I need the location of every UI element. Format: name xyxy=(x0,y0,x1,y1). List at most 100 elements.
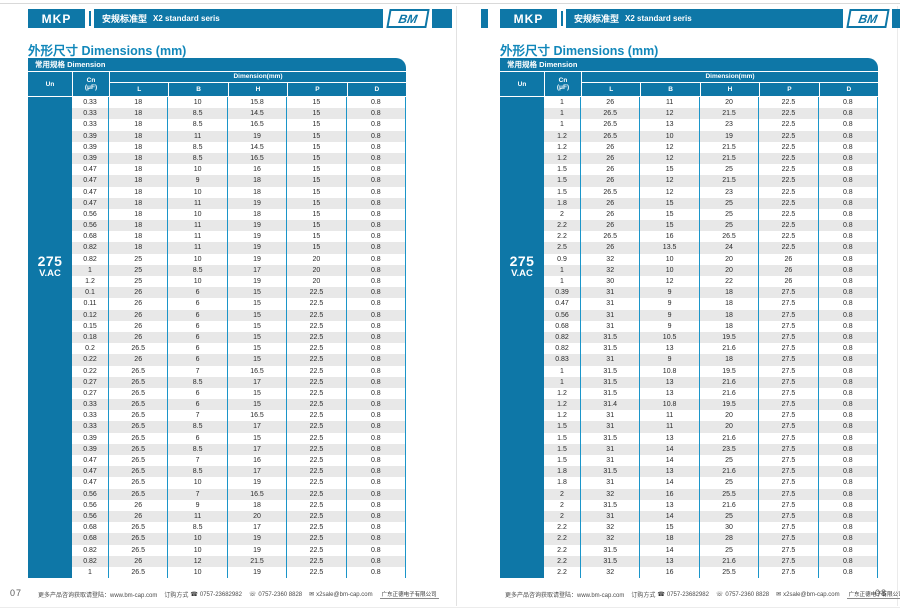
cell-cn: 0.47 xyxy=(83,479,97,487)
cell-p: 22.5 xyxy=(286,399,345,411)
series-title-bar: 安规标准型 X2 standard seris xyxy=(566,9,843,28)
cell-cn: 0.33 xyxy=(83,423,97,431)
cell-cn: 0.39 xyxy=(555,289,569,297)
cell-l: 32 xyxy=(580,533,639,545)
cell-d: 0.8 xyxy=(345,175,407,187)
table-rows: 1 26 11 20 22.5 0.8 1 26.5 12 21.5 22.5 0.8 1 26.5 13 2… xyxy=(544,97,879,579)
voltage-value: 275 xyxy=(37,253,63,269)
cell-l: 30 xyxy=(580,276,639,288)
cell-l: 31.5 xyxy=(580,376,639,388)
cell-l: 18 xyxy=(108,130,167,142)
cell-l: 26 xyxy=(108,331,167,344)
cell-h: 21.6 xyxy=(698,387,758,400)
cell-d: 0.8 xyxy=(345,242,407,254)
cell-l: 26 xyxy=(580,164,639,176)
cell-p: 15 xyxy=(286,197,345,209)
page-footer: 更多产品咨询获取请登陆：www.bm-cap.com 订购方式 ☎ 0757-2… xyxy=(38,590,439,599)
cell-p: 27.5 xyxy=(758,488,817,500)
cell-p: 26 xyxy=(758,264,817,276)
col-header-cn-unit: (μF) xyxy=(84,84,98,91)
cell-d: 0.8 xyxy=(345,399,407,411)
cell-l: 18 xyxy=(108,208,167,221)
cell-h: 23 xyxy=(698,186,758,198)
cell-p: 22.5 xyxy=(286,287,345,299)
table-row: 0.33 18 10 15.8 15 0.8 xyxy=(72,97,407,109)
cell-l: 31.5 xyxy=(580,555,639,567)
table-row: 0.39 18 8.5 16.5 15 0.8 xyxy=(72,152,407,165)
cell-p: 22.5 xyxy=(286,443,345,455)
cell-cn: 0.39 xyxy=(83,154,97,162)
cell-l: 26.5 xyxy=(580,186,639,198)
cell-h: 20 xyxy=(226,510,286,523)
cell-d: 0.8 xyxy=(817,253,879,265)
cell-h: 26.5 xyxy=(698,231,758,243)
cell-b: 13 xyxy=(639,376,698,388)
cell-l: 26 xyxy=(108,510,167,523)
table-row: 0.39 18 8.5 14.5 15 0.8 xyxy=(72,141,407,153)
page-number: 08 xyxy=(875,588,888,598)
cell-p: 15 xyxy=(286,164,345,176)
table-row: 0.39 18 11 19 15 0.8 xyxy=(72,130,407,142)
cell-h: 21.6 xyxy=(698,555,758,567)
cell-h: 15 xyxy=(226,432,286,444)
table-row: 2 32 16 25.5 27.5 0.8 xyxy=(544,488,879,500)
cell-h: 20 xyxy=(698,264,758,276)
cell-l: 31 xyxy=(580,410,639,422)
cell-cn: 0.47 xyxy=(83,166,97,174)
cell-d: 0.8 xyxy=(817,544,879,556)
cell-b: 13 xyxy=(639,432,698,444)
cell-d: 0.8 xyxy=(817,220,879,232)
table-row: 0.82 18 11 19 15 0.8 xyxy=(72,242,407,254)
header-edge-sliver xyxy=(432,9,452,28)
cell-p: 22.5 xyxy=(758,119,817,131)
cell-p: 15 xyxy=(286,152,345,165)
col-header-un: Un xyxy=(28,72,72,96)
cell-d: 0.8 xyxy=(345,264,407,276)
cell-l: 31 xyxy=(580,477,639,489)
page-08: MKP 安规标准型 X2 standard seris BM 外形尺寸 Dime… xyxy=(455,0,900,612)
table-row: 0.83 31 9 18 27.5 0.8 xyxy=(544,354,879,366)
cell-h: 25 xyxy=(698,455,758,467)
cell-h: 23.5 xyxy=(698,443,758,455)
cell-h: 20 xyxy=(698,410,758,422)
table-row: 2.2 26 15 25 22.5 0.8 xyxy=(544,220,879,232)
cell-p: 22.5 xyxy=(758,130,817,142)
cell-p: 15 xyxy=(286,108,345,120)
scan-edge-bottom xyxy=(0,607,900,608)
cell-p: 22.5 xyxy=(286,410,345,422)
table-row: 0.33 26.5 8.5 17 22.5 0.8 xyxy=(72,421,407,433)
cell-p: 22.5 xyxy=(758,220,817,232)
table-row: 0.27 26.5 6 15 22.5 0.8 xyxy=(72,387,407,400)
cell-h: 16.5 xyxy=(226,410,286,422)
cell-b: 16 xyxy=(639,488,698,500)
cell-l: 26.5 xyxy=(108,410,167,422)
cell-l: 26 xyxy=(580,175,639,187)
table-row: 1 25 8.5 17 20 0.8 xyxy=(72,264,407,276)
cell-b: 11 xyxy=(167,220,226,232)
cell-p: 22.5 xyxy=(286,455,345,467)
cell-d: 0.8 xyxy=(345,97,407,109)
cell-p: 27.5 xyxy=(758,365,817,377)
table-row: 1 26.5 10 19 22.5 0.8 xyxy=(72,566,407,579)
cell-d: 0.8 xyxy=(817,477,879,489)
cell-cn: 1.5 xyxy=(557,445,567,453)
cell-p: 22.5 xyxy=(286,466,345,478)
cell-d: 0.8 xyxy=(817,533,879,545)
cell-l: 26.5 xyxy=(108,566,167,579)
cell-d: 0.8 xyxy=(345,533,407,545)
phone-number: 0757-23682982 xyxy=(666,591,709,598)
cell-b: 7 xyxy=(167,410,226,422)
cell-h: 15 xyxy=(226,354,286,366)
cell-d: 0.8 xyxy=(345,555,407,567)
cell-d: 0.8 xyxy=(817,331,879,344)
cell-b: 6 xyxy=(167,287,226,299)
cell-p: 27.5 xyxy=(758,421,817,433)
cell-p: 22.5 xyxy=(758,186,817,198)
cell-cn: 0.12 xyxy=(83,311,97,319)
cell-d: 0.8 xyxy=(345,186,407,198)
cell-cn: 1.5 xyxy=(557,423,567,431)
table-row: 1 32 10 20 26 0.8 xyxy=(544,264,879,276)
cell-h: 25 xyxy=(698,220,758,232)
cell-h: 25 xyxy=(698,208,758,221)
cell-b: 10 xyxy=(167,164,226,176)
